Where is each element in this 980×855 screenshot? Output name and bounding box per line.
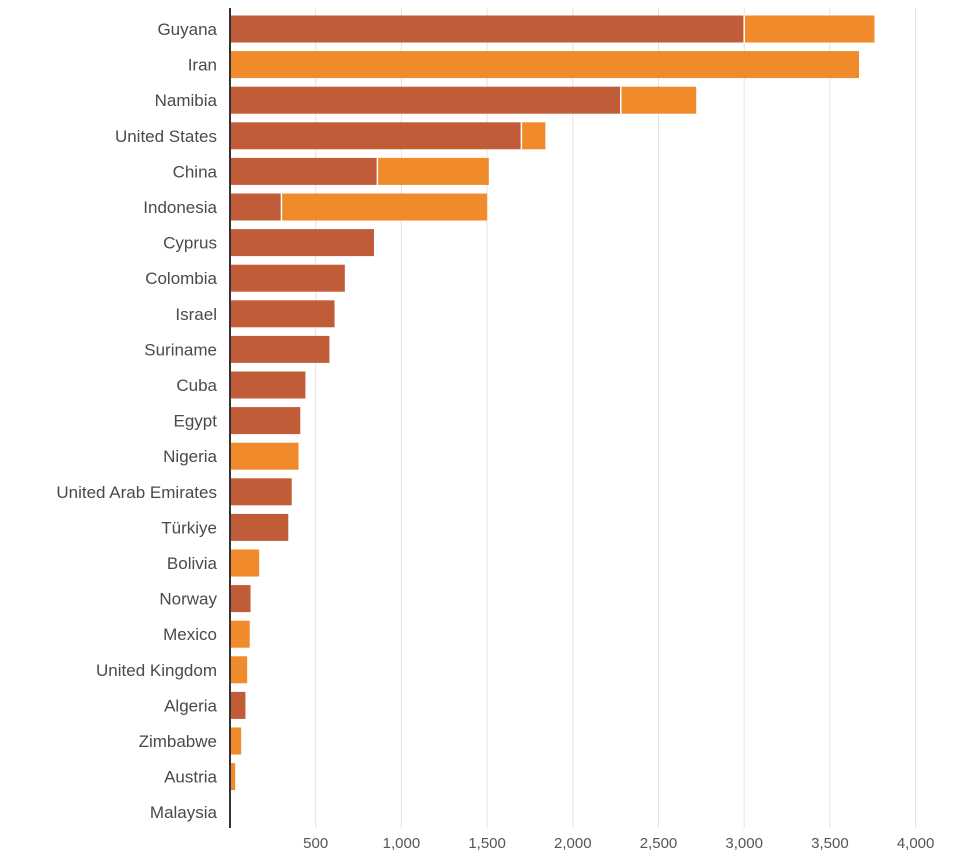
- bar-segment-1: [230, 86, 621, 114]
- x-tick-label: 2,500: [640, 835, 678, 852]
- x-tick-label: 1,000: [383, 835, 421, 852]
- category-label: Iran: [188, 56, 217, 75]
- bars: [230, 15, 875, 826]
- category-label: Bolivia: [167, 554, 218, 573]
- category-label: Israel: [175, 305, 217, 324]
- category-label: United Kingdom: [96, 661, 217, 680]
- category-label: United States: [115, 127, 217, 146]
- x-tick-label: 2,000: [554, 835, 592, 852]
- bar-segment-2: [230, 51, 860, 79]
- bar-segment-1: [230, 193, 282, 221]
- category-label: Cuba: [176, 376, 217, 395]
- category-label: Indonesia: [143, 198, 217, 217]
- category-label: Namibia: [155, 91, 218, 110]
- x-tick-label: 3,500: [811, 835, 849, 852]
- category-labels: Guyana Iran Namibia United States China Indon…: [56, 20, 217, 822]
- bar-segment-2: [230, 763, 236, 791]
- category-label: Egypt: [174, 412, 218, 431]
- bar-segment-2: [230, 620, 250, 648]
- category-label: Mexico: [163, 625, 217, 644]
- category-label: Austria: [164, 768, 217, 787]
- bar-segment-2: [230, 727, 242, 755]
- category-label: Suriname: [144, 340, 217, 359]
- bar-segment-2: [744, 15, 875, 43]
- bar-segment-1: [230, 15, 745, 43]
- bar-segment-1: [230, 585, 251, 613]
- bar-segment-2: [620, 86, 697, 114]
- category-label: Nigeria: [163, 447, 217, 466]
- bar-segment-2: [230, 656, 248, 684]
- bar-segment-1: [230, 691, 246, 719]
- bar-segment-1: [230, 300, 335, 328]
- category-label: Norway: [159, 590, 217, 609]
- bar-segment-2: [230, 549, 260, 577]
- bar-segment-2: [281, 193, 488, 221]
- x-tick-label: 1,500: [468, 835, 506, 852]
- category-label: Malaysia: [150, 803, 218, 822]
- category-label: Türkiye: [161, 518, 217, 537]
- category-label: Algeria: [164, 696, 217, 715]
- bar-segment-1: [230, 264, 345, 292]
- category-label: Colombia: [145, 269, 217, 288]
- x-tick-label: 4,000: [897, 835, 935, 852]
- bar-segment-1: [230, 407, 301, 435]
- bar-segment-1: [230, 229, 374, 257]
- bar-segment-2: [377, 157, 489, 185]
- bar-segment-1: [230, 335, 330, 363]
- category-label: China: [173, 162, 218, 181]
- bar-segment-1: [230, 478, 292, 506]
- x-tick-label: 500: [303, 835, 328, 852]
- bar-segment-2: [230, 442, 299, 470]
- category-label: Guyana: [157, 20, 217, 39]
- x-axis-tick-labels: 500 1,000 1,500 2,000 2,500 3,000 3,500 4,000: [303, 835, 934, 852]
- bar-segment-1: [230, 157, 378, 185]
- bar-segment-1: [230, 513, 289, 541]
- bar-segment-1: [230, 371, 306, 399]
- x-tick-label: 3,000: [725, 835, 763, 852]
- category-label: Cyprus: [163, 234, 217, 253]
- category-label: Zimbabwe: [139, 732, 217, 751]
- bar-segment-1: [230, 122, 522, 150]
- bar-segment-2: [521, 122, 546, 150]
- category-label: United Arab Emirates: [56, 483, 217, 502]
